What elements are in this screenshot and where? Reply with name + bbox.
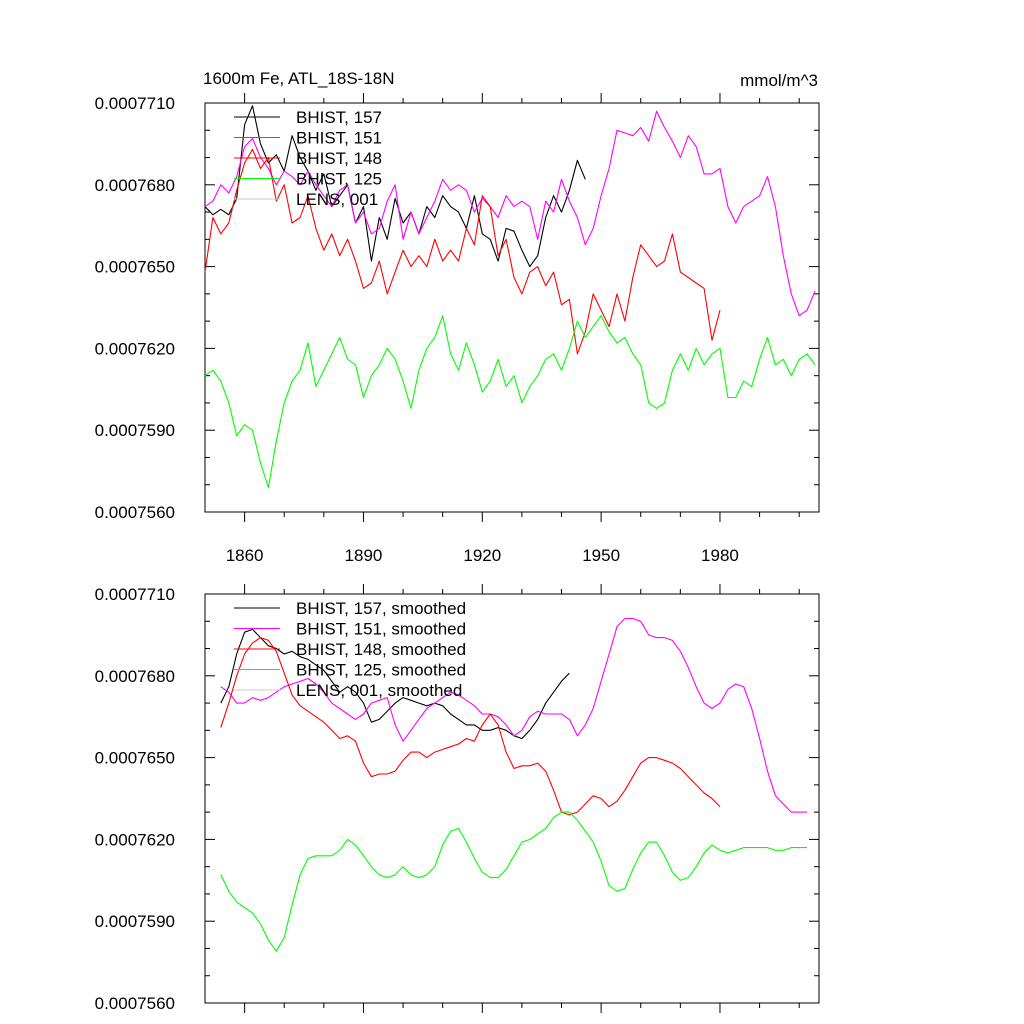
legend-label: BHIST, 125, smoothed xyxy=(296,661,466,680)
legend-label: BHIST, 125 xyxy=(296,170,382,189)
series-line-bhist-151 xyxy=(204,110,816,317)
x-tick-label: 1950 xyxy=(582,546,620,565)
x-tick-label: 1980 xyxy=(701,546,739,565)
y-tick-label: 0.0007650 xyxy=(95,258,175,277)
legend-label: BHIST, 151 xyxy=(296,129,382,148)
legend-label: LENS, 001, smoothed xyxy=(296,681,462,700)
plot-frame xyxy=(204,593,820,1004)
y-tick-label: 0.0007620 xyxy=(95,830,175,849)
series-line-bhist-148 xyxy=(204,148,721,355)
legend-label: BHIST, 157, smoothed xyxy=(296,599,466,618)
x-tick-label: 1920 xyxy=(463,546,501,565)
series-line-bhist-125 xyxy=(204,315,816,489)
y-tick-label: 0.0007620 xyxy=(95,339,175,358)
series-line-bhist-125 xyxy=(220,811,808,952)
plot-units: mmol/m^3 xyxy=(740,71,818,90)
y-tick-label: 0.0007560 xyxy=(95,503,175,522)
x-tick-label: 1860 xyxy=(226,546,264,565)
legend-label: BHIST, 148, smoothed xyxy=(296,640,466,659)
y-tick-label: 0.0007710 xyxy=(95,585,175,604)
y-tick-label: 0.0007650 xyxy=(95,749,175,768)
y-tick-label: 0.0007590 xyxy=(95,421,175,440)
y-tick-label: 0.0007680 xyxy=(95,176,175,195)
legend-label: BHIST, 157 xyxy=(296,108,382,127)
plot-frame xyxy=(204,102,820,513)
y-tick-label: 0.0007590 xyxy=(95,912,175,931)
plot-title: 1600m Fe, ATL_18S-18N xyxy=(203,69,395,88)
y-tick-label: 0.0007710 xyxy=(95,94,175,113)
legend-label: BHIST, 151, smoothed xyxy=(296,620,466,639)
legend-label: LENS, 001 xyxy=(296,190,378,209)
y-tick-label: 0.0007680 xyxy=(95,667,175,686)
legend-label: BHIST, 148 xyxy=(296,149,382,168)
series-line-bhist-157 xyxy=(220,628,570,740)
series-line-bhist-148 xyxy=(220,637,721,816)
chart-panel-bottom: 0.0007560 0.0007590 0.0007620 0.0007650 0.00… xyxy=(95,584,820,1013)
series-line-bhist-157 xyxy=(204,105,586,268)
series-line-bhist-151 xyxy=(220,617,808,813)
chart-panel-top: 0.0007560 0.0007590 0.0007620 0.0007650 0.00… xyxy=(95,93,820,565)
y-tick-label: 0.0007560 xyxy=(95,994,175,1013)
x-tick-label: 1890 xyxy=(345,546,383,565)
